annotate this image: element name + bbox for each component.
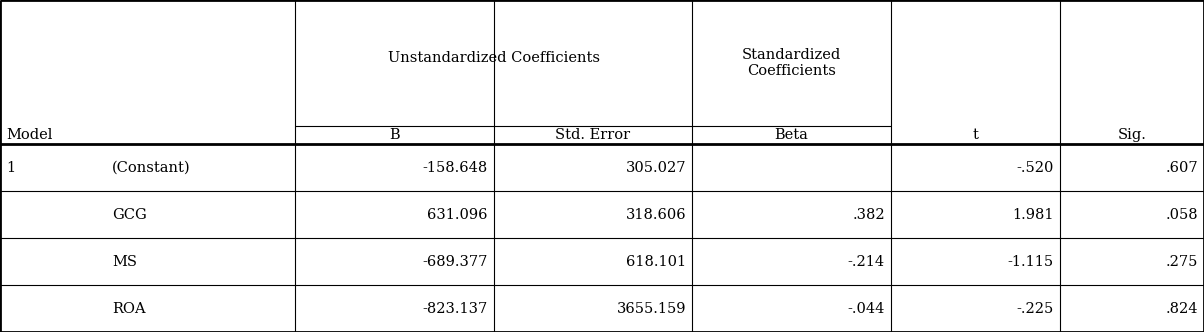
Text: ROA: ROA (112, 301, 146, 315)
Text: -823.137: -823.137 (423, 301, 488, 315)
Text: 305.027: 305.027 (626, 161, 686, 175)
Text: 3655.159: 3655.159 (616, 301, 686, 315)
Text: -.044: -.044 (848, 301, 885, 315)
Text: -1.115: -1.115 (1008, 255, 1054, 269)
Text: .275: .275 (1165, 255, 1198, 269)
Text: 631.096: 631.096 (427, 208, 488, 222)
Text: .607: .607 (1165, 161, 1198, 175)
Text: -689.377: -689.377 (423, 255, 488, 269)
Text: 1: 1 (6, 161, 16, 175)
Text: -.225: -.225 (1016, 301, 1054, 315)
Text: (Constant): (Constant) (112, 161, 190, 175)
Text: 318.606: 318.606 (626, 208, 686, 222)
Text: -.214: -.214 (848, 255, 885, 269)
Text: Standardized
Coefficients: Standardized Coefficients (742, 48, 842, 78)
Text: .058: .058 (1165, 208, 1198, 222)
Text: GCG: GCG (112, 208, 147, 222)
Text: Beta: Beta (774, 128, 809, 142)
Text: Model: Model (6, 128, 53, 142)
Text: t: t (973, 128, 978, 142)
Text: .382: .382 (852, 208, 885, 222)
Text: Sig.: Sig. (1117, 128, 1146, 142)
Text: 618.101: 618.101 (626, 255, 686, 269)
Text: 1.981: 1.981 (1013, 208, 1054, 222)
Text: MS: MS (112, 255, 137, 269)
Text: B: B (389, 128, 400, 142)
Text: -158.648: -158.648 (423, 161, 488, 175)
Text: -.520: -.520 (1016, 161, 1054, 175)
Text: .824: .824 (1165, 301, 1198, 315)
Text: Unstandardized Coefficients: Unstandardized Coefficients (388, 51, 600, 65)
Text: Std. Error: Std. Error (555, 128, 631, 142)
